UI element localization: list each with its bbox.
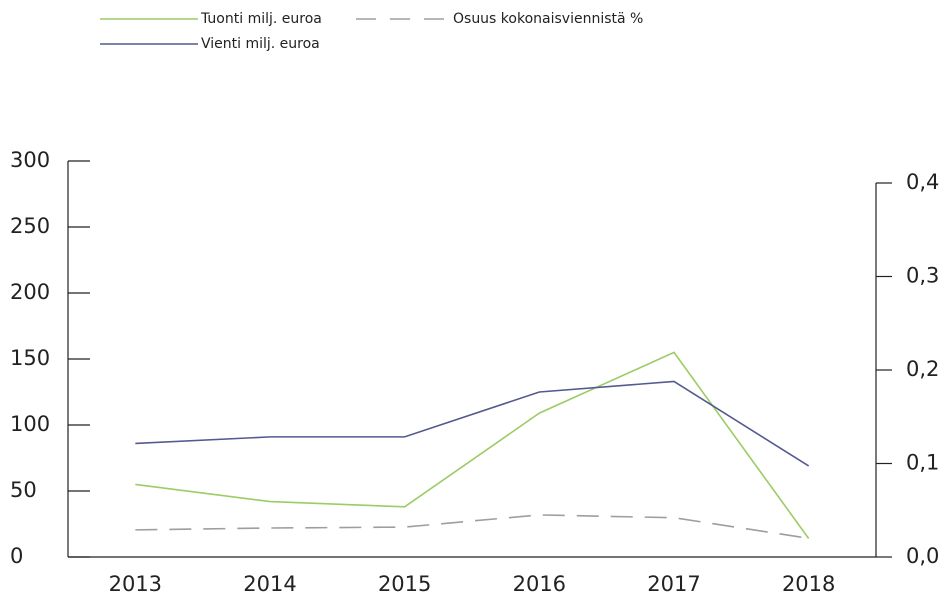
x-tick-label: 2015 [378,572,431,596]
y-tick-label: 0 [10,544,23,568]
legend-label: Vienti milj. euroa [201,36,320,52]
series-line [135,351,810,539]
y2-tick-label: 0,2 [906,357,939,381]
x-tick-label: 2017 [647,572,700,596]
x-tick-label: 2016 [513,572,566,596]
x-tick-label: 2014 [243,572,296,596]
x-tick-label: 2018 [782,572,835,596]
y2-tick-label: 0,3 [906,264,939,288]
series-line [135,380,810,467]
legend-label: Tuonti milj. euroa [200,11,322,27]
legend-label: Osuus kokonaisviennistä % [453,11,643,27]
y-tick-label: 200 [10,280,50,304]
y-tick-label: 150 [10,346,50,370]
y2-tick-label: 0,0 [906,544,939,568]
y2-tick-label: 0,4 [906,170,939,194]
x-tick-label: 2013 [109,572,162,596]
y2-tick-label: 0,1 [906,451,939,475]
y-tick-label: 300 [10,148,50,172]
y-tick-label: 100 [10,412,50,436]
y-tick-label: 50 [10,478,37,502]
y-tick-label: 250 [10,214,50,238]
series-line [135,514,809,540]
